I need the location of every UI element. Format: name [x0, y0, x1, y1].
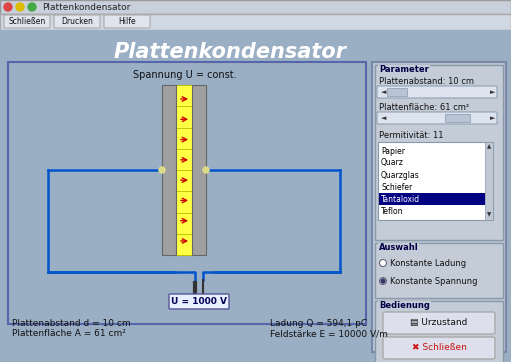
Text: Konstante Spannung: Konstante Spannung	[390, 277, 477, 286]
FancyBboxPatch shape	[377, 112, 497, 124]
Text: ►: ►	[490, 115, 495, 121]
Circle shape	[203, 167, 209, 173]
FancyBboxPatch shape	[375, 65, 503, 240]
FancyBboxPatch shape	[169, 294, 229, 309]
Text: Konstante Ladung: Konstante Ladung	[390, 258, 466, 268]
Circle shape	[4, 3, 12, 11]
FancyBboxPatch shape	[383, 312, 495, 334]
Text: Feldstärke E = 10000 V/m: Feldstärke E = 10000 V/m	[270, 329, 388, 338]
Text: Schließen: Schließen	[8, 17, 45, 26]
Text: Spannung U = const.: Spannung U = const.	[133, 70, 237, 80]
FancyBboxPatch shape	[176, 85, 192, 255]
Text: ►: ►	[490, 89, 495, 95]
Text: Drucken: Drucken	[61, 17, 93, 26]
Circle shape	[159, 167, 165, 173]
Circle shape	[380, 260, 386, 266]
FancyBboxPatch shape	[104, 15, 150, 28]
FancyBboxPatch shape	[378, 142, 493, 220]
Text: Plattenabstand: 10 cm: Plattenabstand: 10 cm	[379, 76, 474, 85]
Text: Auswahl: Auswahl	[379, 244, 419, 253]
Text: ▲: ▲	[487, 144, 491, 150]
FancyBboxPatch shape	[372, 62, 506, 352]
FancyBboxPatch shape	[375, 243, 503, 298]
FancyBboxPatch shape	[192, 85, 206, 255]
Text: Ladung Q = 594,1 pC: Ladung Q = 594,1 pC	[270, 319, 367, 328]
Text: U = 1000 V: U = 1000 V	[171, 297, 227, 306]
Text: Permitivität: 11: Permitivität: 11	[379, 130, 444, 139]
Circle shape	[380, 278, 386, 285]
Text: ◄: ◄	[381, 115, 386, 121]
FancyBboxPatch shape	[4, 15, 50, 28]
FancyBboxPatch shape	[387, 88, 407, 96]
Text: Hilfe: Hilfe	[118, 17, 136, 26]
Text: Bedienung: Bedienung	[379, 302, 430, 311]
FancyBboxPatch shape	[379, 193, 485, 205]
FancyBboxPatch shape	[0, 14, 511, 30]
FancyBboxPatch shape	[375, 301, 503, 362]
Text: Parameter: Parameter	[379, 66, 429, 75]
Text: Plattenkondensator: Plattenkondensator	[113, 42, 346, 62]
FancyBboxPatch shape	[377, 86, 497, 98]
Text: Quarz: Quarz	[381, 159, 404, 168]
FancyBboxPatch shape	[0, 0, 511, 14]
Text: ▤ Urzustand: ▤ Urzustand	[410, 319, 468, 328]
Text: Tantaloxid: Tantaloxid	[381, 194, 420, 203]
Text: Papier: Papier	[381, 147, 405, 156]
FancyBboxPatch shape	[54, 15, 100, 28]
Text: ✖ Schließen: ✖ Schließen	[411, 344, 467, 353]
Circle shape	[16, 3, 24, 11]
Text: ◄: ◄	[381, 89, 386, 95]
Text: Quarzglas: Quarzglas	[381, 171, 420, 180]
FancyBboxPatch shape	[0, 30, 511, 362]
Text: Plattenfläche A = 61 cm²: Plattenfläche A = 61 cm²	[12, 329, 126, 338]
Text: Teflon: Teflon	[381, 206, 404, 215]
Text: Plattenabstand d = 10 cm: Plattenabstand d = 10 cm	[12, 319, 131, 328]
FancyBboxPatch shape	[445, 114, 470, 122]
Text: Plattenkondensator: Plattenkondensator	[42, 3, 130, 12]
Circle shape	[381, 279, 385, 283]
Text: Plattenfläche: 61 cm²: Plattenfläche: 61 cm²	[379, 102, 469, 111]
FancyBboxPatch shape	[383, 337, 495, 359]
FancyBboxPatch shape	[485, 142, 493, 220]
FancyBboxPatch shape	[8, 62, 366, 324]
Text: ▼: ▼	[487, 212, 491, 218]
FancyBboxPatch shape	[162, 85, 176, 255]
Text: Schiefer: Schiefer	[381, 182, 412, 191]
Circle shape	[28, 3, 36, 11]
